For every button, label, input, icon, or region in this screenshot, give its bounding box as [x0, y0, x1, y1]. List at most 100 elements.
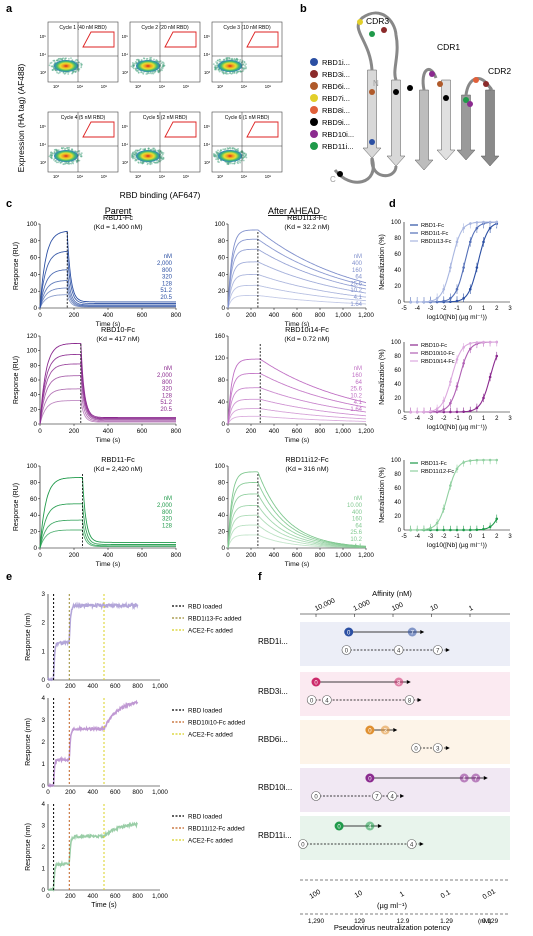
potency-tick-ugml: 0.01 — [482, 888, 497, 901]
mutation-site — [437, 81, 443, 87]
flow-plot-xtick: 10⁴ — [159, 84, 166, 89]
spr-curve — [227, 534, 366, 549]
structure-label: C — [330, 175, 336, 184]
spr-curve — [227, 387, 367, 425]
bli-plot: 0 200 400 600 800 1,000 0 1 2 3 4 Response (nm) Time… — [25, 801, 245, 909]
spr-ytick: 0 — [221, 305, 225, 312]
spr-xtick: 400 — [103, 428, 114, 435]
spr-kd: (Kd = 32.2 nM) — [284, 224, 329, 231]
flow-plot-sort-gate — [82, 121, 115, 138]
neut-point — [488, 340, 492, 344]
structure-label: CDR3 — [366, 16, 389, 26]
neut-point — [442, 507, 446, 511]
structure-label: CDR1 — [437, 42, 460, 52]
flow-plot-ytick: 10³ — [40, 70, 47, 75]
panel-c-header-after: After AHEAD — [268, 206, 321, 216]
neut-xtick: 1 — [482, 416, 486, 422]
spr-ytick: 60 — [30, 255, 38, 262]
spr-ytick: 0 — [221, 421, 225, 428]
potency-tick-nm: 129 — [354, 918, 365, 925]
neut-point — [429, 299, 432, 303]
spr-ytick: 160 — [214, 333, 225, 340]
bli-legend-label: RBD1i13-Fc added — [188, 616, 242, 623]
spr-ytick: 40 — [30, 512, 38, 519]
spr-conc-unit: nM — [354, 366, 362, 372]
spr-conc-label: 25.6 — [350, 530, 362, 536]
panel-label-f: f — [258, 571, 262, 583]
neut-point — [462, 297, 465, 300]
potency-tick-nm: 1.29 — [440, 918, 453, 925]
neut-xtick: 3 — [508, 534, 512, 540]
affinity-tick: 10,000 — [314, 597, 336, 612]
flow-plot-xtick: 10⁵ — [265, 84, 272, 89]
neut-legend-label: RBD1i13-Fc — [421, 239, 452, 245]
affinity-tick: 1 — [468, 605, 475, 613]
neutralization-variant-label: 8 — [408, 698, 412, 704]
neut-point — [429, 409, 432, 413]
flow-plot-xtick: 10³ — [217, 174, 224, 179]
affinity-row-band — [300, 622, 510, 666]
neut-point — [482, 396, 485, 400]
neut-point — [462, 266, 465, 269]
neut-point — [488, 458, 492, 462]
bli-xtick: 200 — [65, 893, 76, 900]
neut-point — [462, 226, 465, 230]
neut-point — [468, 459, 472, 462]
neut-ylabel: Neutralization (%) — [379, 467, 386, 523]
neut-point — [415, 410, 419, 414]
spr-curve — [227, 408, 367, 425]
panel-label-d: d — [389, 198, 396, 210]
spr-xlabel: Time (s) — [96, 321, 121, 328]
spr-conc-label: 4.1 — [354, 295, 363, 301]
spr-conc-unit: nM — [354, 254, 362, 260]
mutation-site — [429, 71, 435, 77]
panel-label-e: e — [6, 571, 12, 583]
panel-labels: a b c d e f — [6, 3, 396, 583]
spr-curve — [39, 280, 176, 309]
neut-point — [435, 297, 439, 300]
neut-xtick: -2 — [441, 416, 447, 422]
bli-legend-label: ACE2-Fc added — [188, 838, 233, 845]
spr-xtick: 1,200 — [358, 312, 374, 319]
flow-plot-xtick: 10³ — [217, 84, 224, 89]
spr-xtick: 400 — [269, 312, 280, 319]
neut-ytick: 0 — [398, 528, 402, 534]
spr-xlabel: Time (s) — [285, 437, 310, 444]
spr-curve — [227, 248, 367, 309]
potency-unit-ugml: (µg ml⁻¹) — [377, 901, 407, 910]
neut-point — [468, 528, 472, 532]
flow-plot-xtick: 10³ — [53, 174, 60, 179]
panel-b-structure: RBD1i... RBD3i... RBD6i... RBD7i... RBD8i...… — [310, 11, 511, 184]
affinity-axis-label: Affinity (nM) — [372, 589, 412, 598]
bli-xtick: 200 — [65, 683, 76, 690]
spr-conc-label: 160 — [352, 268, 363, 274]
mutation-site — [357, 19, 363, 25]
neut-point — [475, 226, 479, 230]
spr-plot: 0 200 400 600 800 0 20 40 60 80 100 120 Time (s) Resp… — [13, 325, 182, 444]
affinity-variant-label: 3 — [384, 728, 388, 734]
neut-point — [415, 300, 419, 304]
spr-ytick: 100 — [26, 221, 37, 228]
flow-plot: Cycle 1 (40 nM RBD) 10³ 10³ 10⁴ 10⁴ 10⁵ 10⁵ — [40, 21, 119, 89]
spr-xtick: 400 — [103, 552, 114, 559]
bli-xtick: 400 — [88, 893, 99, 900]
bli-ytick: 4 — [41, 801, 45, 808]
flow-plot-xtick: 10³ — [135, 84, 142, 89]
beta-strand — [414, 89, 434, 171]
panel-a-flow-plots: Expression (HA tag) (AF488) RBD binding … — [16, 21, 283, 200]
neutralization-plot: -5 -4 -3 -2 -1 0 1 2 3 0 20 40 60 80 100 log10([Nb] (µg… — [379, 220, 512, 321]
neut-point — [415, 528, 419, 532]
potency-tick-nm: 0.129 — [482, 918, 499, 925]
spr-conc-label: 64 — [355, 523, 362, 529]
bli-ytick: 4 — [41, 695, 45, 702]
spr-curve — [39, 388, 176, 425]
neut-xtick: -5 — [401, 306, 407, 312]
flow-plot-ytick: 10³ — [204, 160, 211, 165]
spr-ytick: 0 — [33, 545, 37, 552]
spr-xtick: 200 — [246, 552, 257, 559]
spr-xtick: 800 — [315, 552, 326, 559]
affinity-tick: 100 — [391, 601, 405, 612]
structure-legend-label: RBD1i... — [322, 58, 350, 67]
spr-ytick: 100 — [26, 463, 37, 470]
